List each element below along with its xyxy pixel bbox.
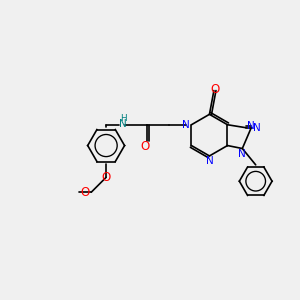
- Text: H: H: [120, 114, 126, 123]
- Text: O: O: [141, 140, 150, 153]
- Text: O: O: [80, 186, 89, 199]
- Text: N: N: [238, 149, 246, 159]
- Text: N: N: [253, 123, 260, 133]
- Text: O: O: [211, 83, 220, 97]
- Text: N: N: [119, 118, 127, 128]
- Text: N: N: [206, 156, 213, 166]
- Text: N: N: [182, 120, 190, 130]
- Text: N: N: [248, 121, 255, 131]
- Text: O: O: [101, 171, 111, 184]
